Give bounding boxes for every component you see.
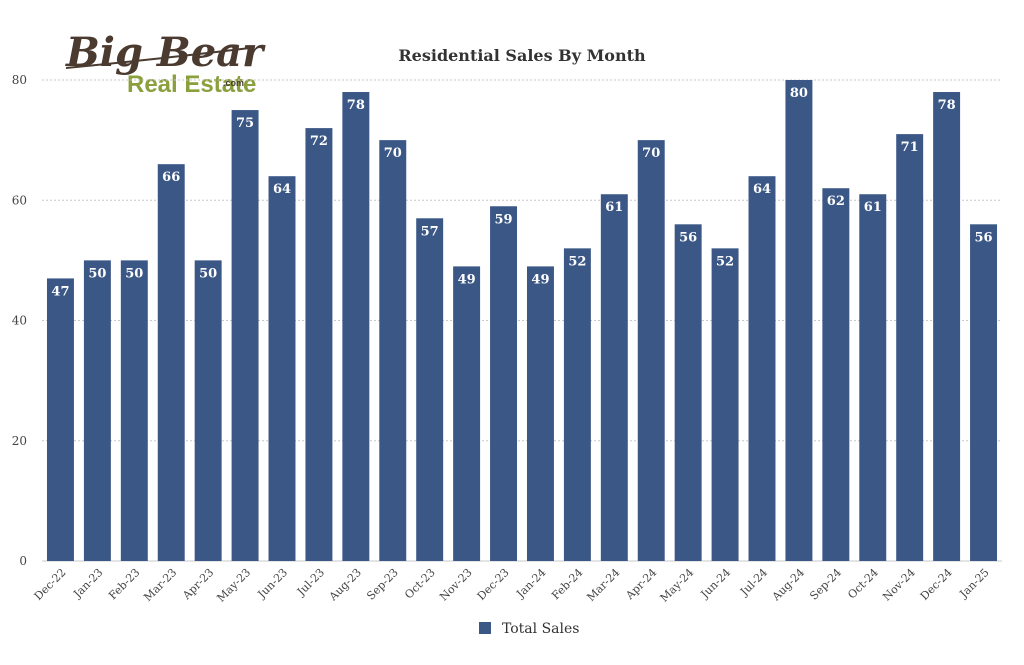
y-tick-label: 0	[19, 554, 27, 568]
logo-line2: Real Estate	[127, 71, 256, 98]
y-tick-label: 40	[12, 314, 27, 328]
x-tick-label: Aug-23	[326, 566, 364, 604]
data-label: 64	[753, 182, 771, 197]
data-label: 50	[88, 266, 106, 281]
legend-swatch	[479, 622, 491, 634]
data-label: 52	[716, 254, 734, 269]
x-tick-label: May-24	[658, 566, 697, 605]
data-label: 72	[310, 134, 328, 149]
x-tick-label: Jun-23	[255, 566, 291, 602]
y-tick-label: 80	[12, 73, 27, 87]
y-tick-label: 20	[12, 434, 27, 448]
bar	[46, 278, 74, 561]
data-label: 78	[347, 98, 365, 113]
bar	[859, 194, 887, 562]
bar	[83, 260, 111, 561]
x-tick-label: Dec-23	[475, 566, 512, 603]
bar	[933, 92, 961, 562]
bar	[896, 134, 924, 562]
x-tick-label: Jan-24	[513, 566, 548, 601]
bar	[305, 128, 333, 561]
bar	[785, 80, 813, 561]
data-label: 56	[974, 230, 992, 245]
bar	[970, 224, 998, 562]
x-tick-label: Aug-24	[769, 566, 807, 604]
x-tick-label: Jul-23	[294, 566, 327, 599]
data-label: 64	[273, 182, 291, 197]
bar	[194, 260, 222, 561]
bars	[46, 80, 998, 562]
data-labels: 47 50 50 66 50 75 64 72 78 70 57 49 59 49 52 61 70 56 52 64…	[51, 86, 992, 299]
data-label: 80	[790, 86, 808, 101]
x-tick-label: Feb-23	[106, 566, 142, 602]
data-label: 50	[125, 266, 143, 281]
bar	[453, 266, 481, 561]
x-tick-label: Sep-23	[364, 566, 401, 603]
y-tick-label: 60	[12, 193, 27, 207]
bar	[268, 176, 296, 561]
bar	[711, 248, 739, 561]
data-label: 62	[827, 194, 845, 209]
data-label: 49	[531, 272, 549, 287]
x-tick-label: Nov-24	[880, 566, 918, 604]
bar	[379, 140, 407, 561]
bar	[822, 188, 850, 561]
bar	[563, 248, 591, 561]
data-label: 49	[458, 272, 476, 287]
x-tick-label: Sep-24	[807, 566, 844, 603]
logo-suffix: .com	[223, 78, 244, 88]
bar	[748, 176, 776, 561]
x-tick-label: Mar-23	[141, 566, 179, 604]
x-tick-label: Mar-24	[584, 566, 622, 604]
bar	[600, 194, 628, 562]
data-label: 66	[162, 170, 180, 185]
data-label: 61	[605, 200, 623, 215]
x-tick-label: Dec-22	[32, 566, 69, 603]
data-label: 71	[901, 140, 919, 155]
x-tick-label: Dec-24	[918, 566, 955, 603]
gridlines	[42, 79, 1002, 562]
data-label: 61	[864, 200, 882, 215]
x-tick-label: Feb-24	[549, 566, 585, 602]
bar	[231, 110, 259, 561]
data-label: 59	[494, 212, 512, 227]
y-axis-ticks: 0 20 40 60 80	[12, 73, 27, 568]
logo-swoosh	[65, 47, 251, 69]
bar	[157, 164, 185, 562]
x-tick-label: May-23	[214, 566, 253, 605]
legend: Total Sales	[479, 621, 579, 637]
x-tick-label: Jul-24	[737, 566, 770, 599]
legend-label: Total Sales	[502, 621, 579, 637]
x-tick-label: Apr-23	[180, 566, 217, 603]
data-label: 52	[568, 254, 586, 269]
x-tick-label: Jan-25	[956, 566, 991, 601]
bar	[674, 224, 702, 562]
data-label: 47	[51, 284, 69, 299]
x-tick-label: Oct-23	[402, 566, 438, 602]
x-tick-label: Apr-24	[623, 566, 660, 603]
bar	[637, 140, 665, 561]
x-tick-label: Oct-24	[845, 566, 881, 602]
x-tick-label: Jun-24	[698, 566, 734, 602]
bar	[120, 260, 148, 561]
data-label: 56	[679, 230, 697, 245]
data-label: 75	[236, 116, 254, 131]
bar	[342, 92, 370, 562]
bar	[490, 206, 518, 561]
bar	[416, 218, 444, 561]
data-label: 70	[384, 146, 402, 161]
x-tick-label: Jan-23	[70, 566, 105, 601]
bar	[526, 266, 554, 561]
chart-title: Residential Sales By Month	[398, 46, 646, 65]
logo: Big Bear Real Estate .com	[65, 29, 266, 98]
logo-line1: Big Bear	[65, 29, 266, 76]
data-label: 50	[199, 266, 217, 281]
data-label: 57	[421, 224, 439, 239]
data-label: 70	[642, 146, 660, 161]
data-label: 78	[938, 98, 956, 113]
x-tick-label: Nov-23	[437, 566, 475, 604]
